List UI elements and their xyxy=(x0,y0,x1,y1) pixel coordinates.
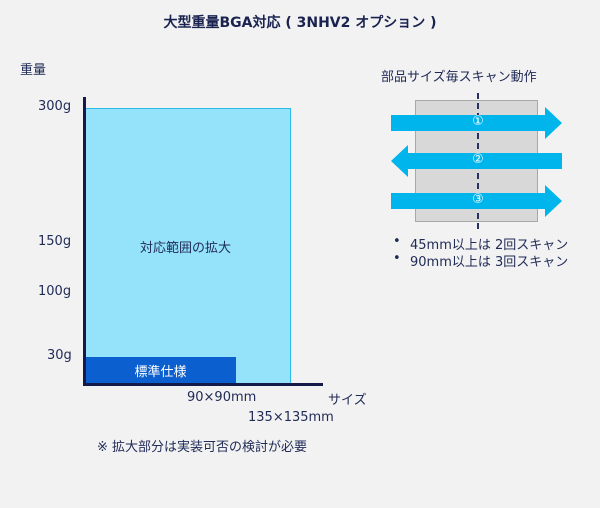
scan-arrow-right-1 xyxy=(391,107,562,139)
standard-spec-label: 標準仕様 xyxy=(134,365,187,380)
expanded-range-label: 対応範囲の拡大 xyxy=(140,241,232,256)
y-tick-150g: 150g xyxy=(38,234,72,249)
x-tick-expanded: 135×135mm xyxy=(248,410,334,425)
scan-title: 部品サイズ毎スキャン動作 xyxy=(381,70,537,85)
y-tick-30g: 30g xyxy=(47,348,72,363)
y-tick-300g: 300g xyxy=(38,99,72,114)
scan-arrow-right-3 xyxy=(391,185,562,217)
footnote: ※ 拡大部分は実装可否の検討が必要 xyxy=(97,440,308,455)
standard-spec-area: 標準仕様 xyxy=(85,357,236,384)
rule-2-scans: 45mm以上は 2回スキャン xyxy=(410,238,569,253)
x-axis xyxy=(83,383,323,386)
x-axis-label: サイズ xyxy=(328,393,367,408)
pass-number-1: ① xyxy=(472,114,484,129)
x-tick-standard: 90×90mm xyxy=(187,390,257,405)
y-tick-100g: 100g xyxy=(38,284,72,299)
diagram-title: 大型重量BGA対応 ( 3NHV2 オプション ) xyxy=(163,15,437,31)
expanded-range-area xyxy=(85,108,291,384)
y-axis xyxy=(83,97,86,386)
pass-number-2: ② xyxy=(472,152,484,167)
pass-number-3: ③ xyxy=(472,192,484,207)
rule-bullet-2: • xyxy=(393,251,401,266)
rule-3-scans: 90mm以上は 3回スキャン xyxy=(410,255,569,270)
y-axis-label: 重量 xyxy=(20,63,47,78)
scan-arrow-left-2 xyxy=(391,145,562,177)
rule-bullet-1: • xyxy=(393,234,401,249)
